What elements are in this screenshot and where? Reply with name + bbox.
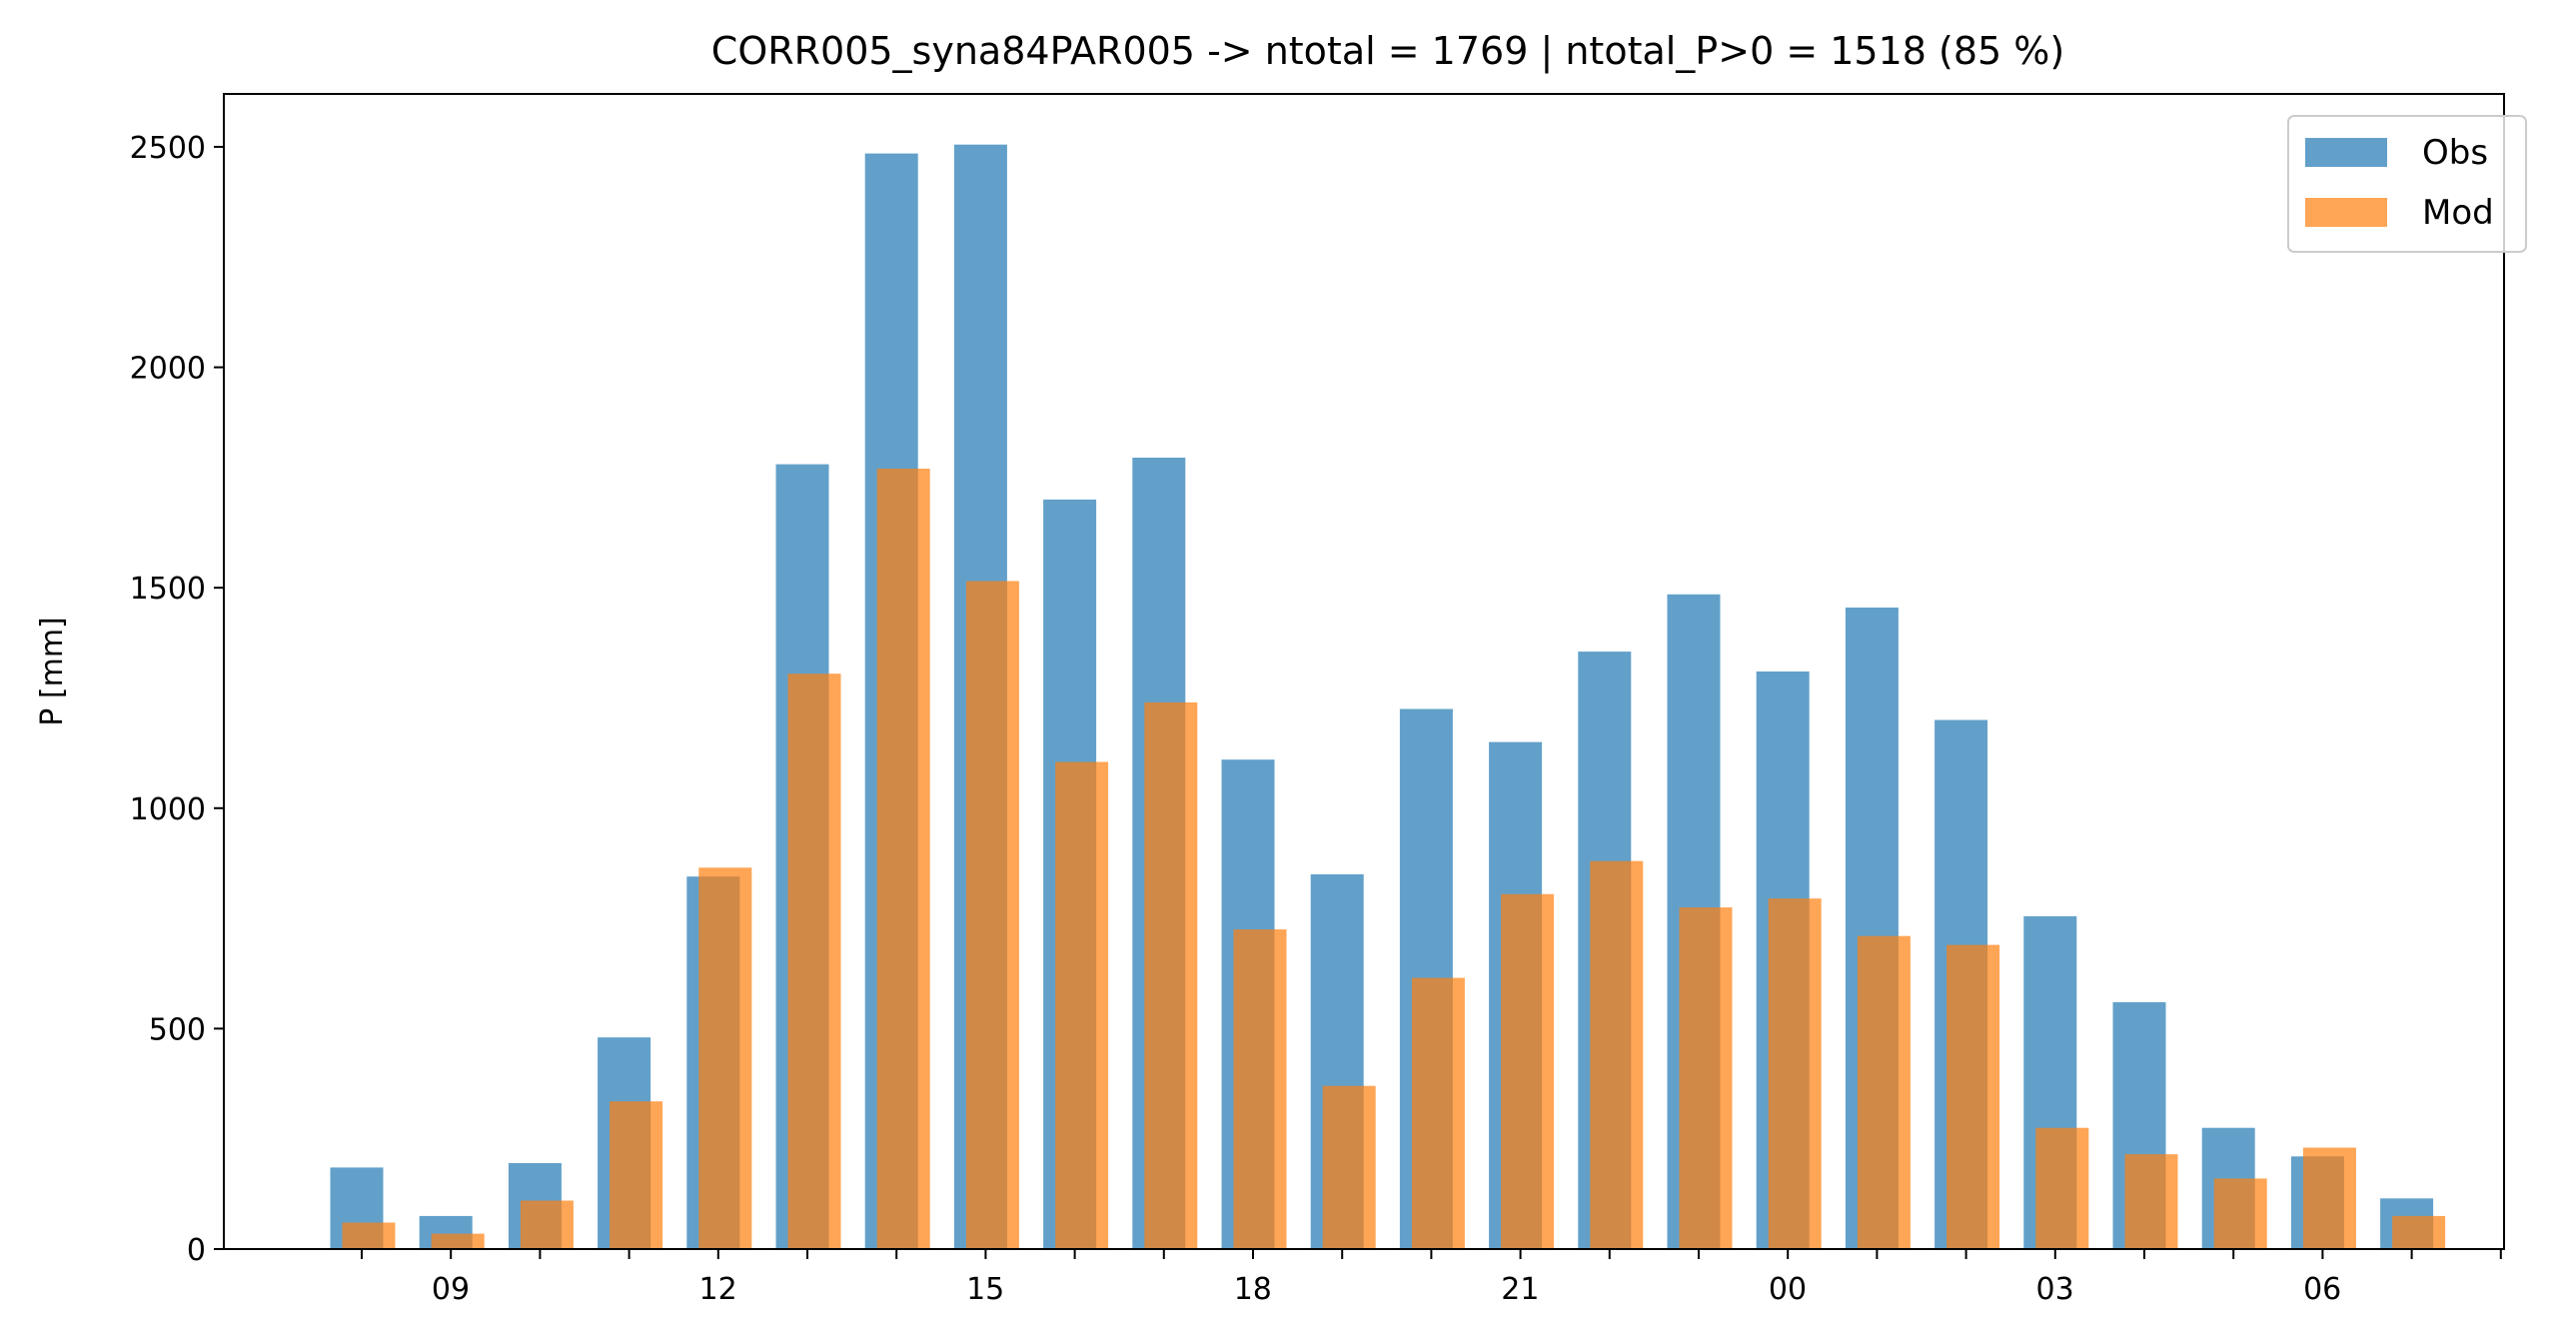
bar-mod-02 bbox=[1946, 944, 2000, 1249]
x-tick-label-12: 12 bbox=[699, 1272, 737, 1307]
x-tick-label-18: 18 bbox=[1234, 1272, 1272, 1307]
plot-frame bbox=[223, 93, 2505, 1250]
y-tick-label-1500: 1500 bbox=[130, 572, 206, 607]
bar-mod-12 bbox=[698, 867, 752, 1249]
bar-mod-14 bbox=[876, 469, 930, 1249]
bar-mod-17 bbox=[1144, 701, 1198, 1249]
x-tick-label-15: 15 bbox=[966, 1272, 1004, 1307]
bar-mod-23 bbox=[1679, 907, 1733, 1249]
bar-mod-10 bbox=[520, 1200, 574, 1249]
bar-mod-21 bbox=[1501, 893, 1555, 1249]
bar-mod-22 bbox=[1590, 860, 1644, 1249]
legend-label-obs: Obs bbox=[2422, 133, 2488, 173]
x-tick-label-03: 03 bbox=[2036, 1272, 2074, 1307]
x-tick-label-09: 09 bbox=[432, 1272, 470, 1307]
y-tick-label-0: 0 bbox=[187, 1233, 206, 1268]
y-tick-label-1000: 1000 bbox=[130, 792, 206, 827]
x-tick-label-06: 06 bbox=[2303, 1272, 2341, 1307]
x-tick-label-00: 00 bbox=[1769, 1272, 1807, 1307]
bar-mod-20 bbox=[1411, 977, 1465, 1249]
bar-mod-01 bbox=[1857, 935, 1911, 1249]
bar-mod-19 bbox=[1322, 1085, 1376, 1249]
bar-mod-09 bbox=[431, 1233, 485, 1249]
obs-bars bbox=[330, 144, 2434, 1250]
bar-mod-07 bbox=[2392, 1215, 2446, 1249]
y-axis: 0 500 1000 1500 2000 2500 bbox=[130, 131, 224, 1268]
y-tick-label-2000: 2000 bbox=[130, 352, 206, 387]
mod-bars bbox=[342, 469, 2446, 1249]
bar-mod-05 bbox=[2213, 1178, 2267, 1249]
legend-swatch-mod bbox=[2305, 198, 2387, 227]
legend: Obs Mod bbox=[2287, 115, 2527, 253]
bar-mod-00 bbox=[1768, 898, 1822, 1249]
legend-label-mod: Mod bbox=[2422, 193, 2494, 233]
bar-mod-11 bbox=[610, 1101, 663, 1249]
bar-mod-03 bbox=[2035, 1127, 2089, 1249]
y-tick-label-2500: 2500 bbox=[130, 131, 206, 166]
chart-title: CORR005_syna84PAR005 -> ntotal = 1769 | … bbox=[711, 29, 2064, 74]
bar-mod-08 bbox=[342, 1222, 396, 1249]
bar-mod-04 bbox=[2124, 1154, 2178, 1249]
y-axis-label: P [mm] bbox=[35, 617, 70, 725]
x-axis: 09 12 15 18 21 00 03 06 bbox=[361, 1249, 2502, 1307]
x-tick-label-21: 21 bbox=[1501, 1272, 1539, 1307]
legend-swatch-obs bbox=[2305, 138, 2387, 167]
bar-mod-15 bbox=[965, 581, 1019, 1249]
bar-mod-06 bbox=[2302, 1147, 2356, 1249]
y-tick-label-500: 500 bbox=[149, 1012, 206, 1047]
bar-mod-16 bbox=[1055, 761, 1109, 1249]
bar-mod-13 bbox=[787, 673, 841, 1249]
bar-mod-18 bbox=[1233, 929, 1287, 1249]
